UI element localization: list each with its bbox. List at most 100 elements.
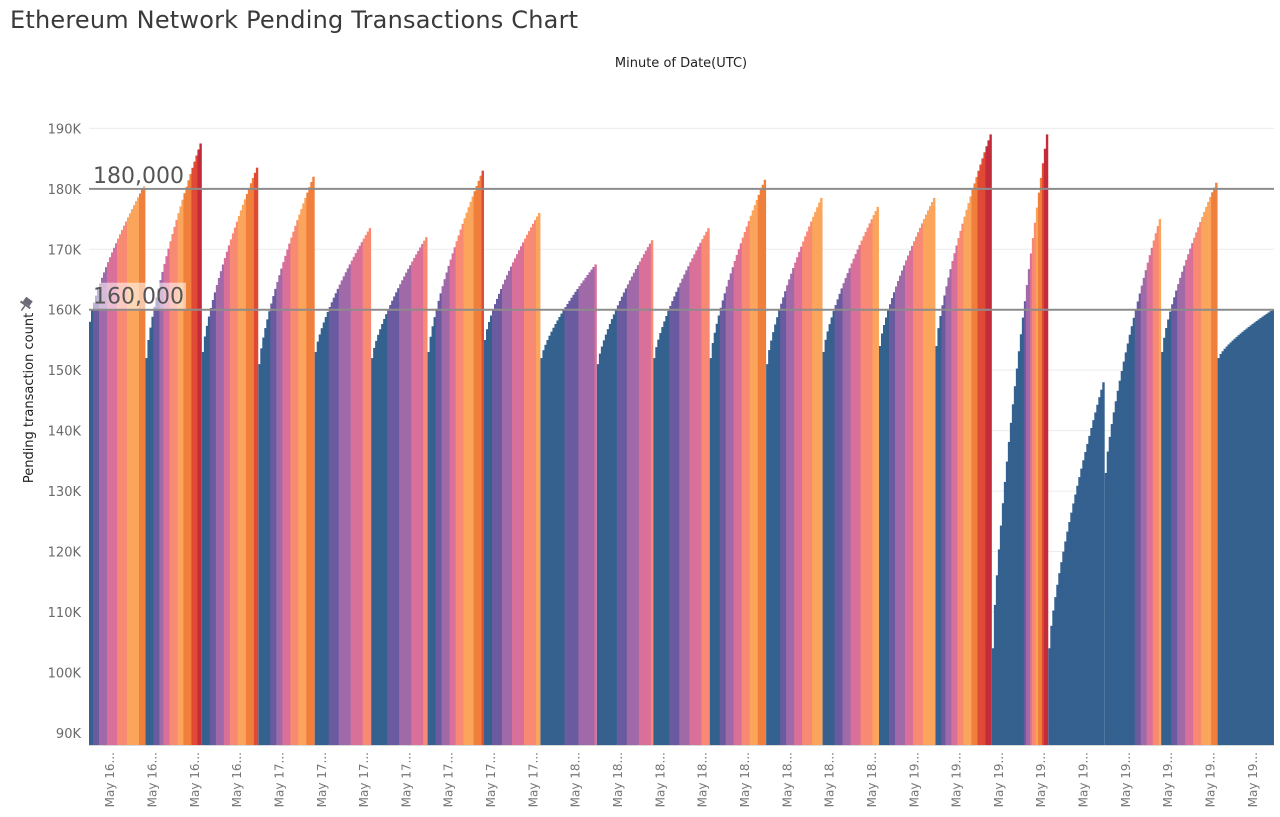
bar xyxy=(852,258,855,745)
bar xyxy=(953,253,956,745)
bar xyxy=(800,246,803,745)
bar xyxy=(935,346,938,745)
bar xyxy=(834,305,837,745)
bar xyxy=(1060,562,1063,745)
bar xyxy=(1251,323,1254,745)
bar xyxy=(883,324,886,745)
bar xyxy=(840,288,843,745)
bar xyxy=(826,331,829,745)
bar xyxy=(262,337,265,745)
bar xyxy=(685,270,688,745)
bar xyxy=(644,250,648,745)
bar xyxy=(719,307,723,745)
pin-icon[interactable] xyxy=(16,296,34,314)
bar xyxy=(498,293,501,745)
bar xyxy=(812,216,815,746)
bar xyxy=(1144,270,1148,745)
bar xyxy=(683,274,686,745)
bar xyxy=(477,180,480,746)
bar xyxy=(677,287,680,745)
bar xyxy=(500,288,503,745)
bar xyxy=(490,315,493,745)
bar xyxy=(445,272,448,745)
bar xyxy=(467,207,470,746)
bar xyxy=(1221,351,1224,745)
bar xyxy=(731,267,735,745)
bar xyxy=(528,231,531,745)
bar xyxy=(727,279,731,745)
bar xyxy=(1041,163,1045,746)
bar xyxy=(465,212,468,745)
bar xyxy=(1048,648,1051,745)
bar xyxy=(574,291,577,745)
bar xyxy=(608,324,612,745)
bar xyxy=(243,199,247,745)
bar xyxy=(1045,134,1049,745)
bar xyxy=(1165,328,1168,745)
bar xyxy=(560,313,563,745)
bar xyxy=(296,220,299,745)
bar xyxy=(586,275,589,745)
bar xyxy=(1193,237,1196,745)
bar xyxy=(584,277,587,745)
bar xyxy=(508,270,511,745)
bar xyxy=(1023,301,1027,745)
bar xyxy=(308,187,311,746)
bar xyxy=(502,284,505,745)
bar xyxy=(681,278,684,745)
bar xyxy=(929,206,932,745)
bar xyxy=(568,300,571,745)
bar xyxy=(1213,187,1216,745)
bar xyxy=(1029,253,1033,745)
bar xyxy=(794,262,797,745)
bar xyxy=(961,223,964,745)
bar xyxy=(219,271,223,745)
bar xyxy=(1027,269,1031,745)
bar xyxy=(991,648,995,745)
bar xyxy=(721,300,725,745)
x-tick-label: May 16... xyxy=(230,752,244,807)
bar xyxy=(1100,389,1103,745)
bar xyxy=(830,317,833,745)
bar xyxy=(675,291,678,745)
bar xyxy=(913,241,916,745)
bar xyxy=(457,235,460,745)
bar xyxy=(447,265,450,745)
bar xyxy=(572,294,575,745)
bar xyxy=(1084,452,1087,745)
bar xyxy=(385,314,388,745)
bar xyxy=(239,210,243,745)
bar xyxy=(1017,351,1021,745)
bar xyxy=(1134,309,1138,745)
bar xyxy=(375,340,378,745)
y-tick-label: 90K xyxy=(56,727,82,742)
bar xyxy=(544,344,547,745)
bar xyxy=(139,193,142,746)
bar xyxy=(199,143,202,746)
bar xyxy=(389,305,392,745)
bar xyxy=(268,311,271,745)
bar xyxy=(99,283,102,745)
bar xyxy=(1037,192,1041,745)
y-axis-title: Pending transaction count xyxy=(22,313,37,483)
bar xyxy=(995,575,999,745)
bar xyxy=(449,259,452,745)
bar xyxy=(1229,342,1232,745)
bar xyxy=(249,183,253,745)
bar xyxy=(1114,401,1118,745)
bar xyxy=(1098,397,1101,745)
bar xyxy=(648,243,652,745)
bar xyxy=(131,209,134,745)
bar xyxy=(879,346,882,745)
bar xyxy=(655,347,658,745)
bar xyxy=(1257,319,1260,745)
bar xyxy=(1138,293,1142,745)
bar xyxy=(1181,271,1184,745)
bar xyxy=(381,323,384,745)
bar xyxy=(540,358,543,745)
bar xyxy=(524,238,527,745)
bar xyxy=(411,261,414,745)
bar xyxy=(665,316,668,745)
bar xyxy=(1130,326,1134,745)
bar xyxy=(1241,331,1244,745)
